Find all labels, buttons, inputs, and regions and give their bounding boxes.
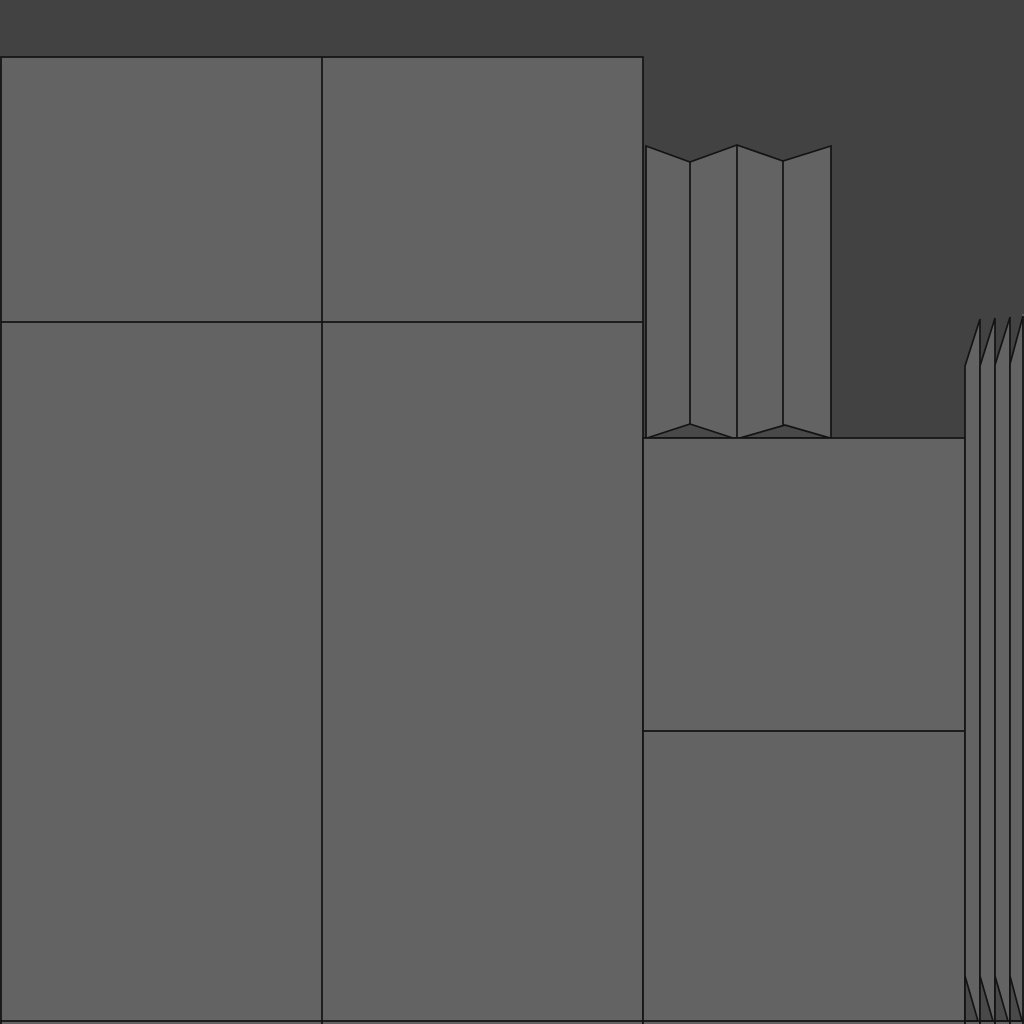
- folding-screen-side-panel-4: [1009, 315, 1024, 1024]
- folding-screen-side-panel-3: [994, 316, 1011, 1024]
- folding-screen-side-panel-2: [979, 317, 996, 1024]
- folding-screen-front: [645, 144, 832, 439]
- folding-screen-side-panel-1: [964, 318, 981, 1024]
